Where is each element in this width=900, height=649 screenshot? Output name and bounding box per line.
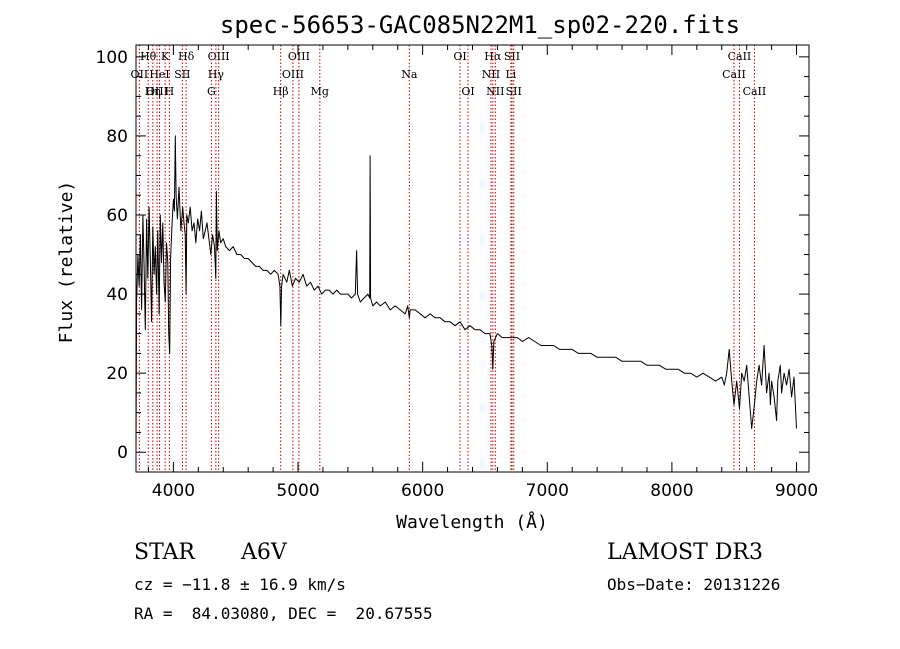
line-label: OIII (146, 85, 168, 98)
x-tick-label: 7000 (526, 481, 569, 501)
y-tick-label: 80 (106, 127, 128, 147)
spectrum-line (135, 135, 797, 453)
plot-frame (135, 44, 810, 473)
spectrum-series (135, 135, 797, 453)
y-tick-label: 20 (106, 364, 128, 384)
y-axis-label: Flux (relative) (56, 181, 77, 344)
line-label: NII (482, 68, 500, 81)
line-label: NII (486, 85, 504, 98)
line-label: OIII (288, 50, 310, 63)
line-label: HeI (149, 68, 169, 81)
x-tick-label: 4000 (152, 481, 195, 501)
line-label: Hα (484, 50, 502, 63)
x-tick-label: 5000 (276, 481, 319, 501)
x-axis-label: Wavelength (Å) (396, 511, 548, 533)
line-label: CaII (743, 85, 767, 98)
line-label: OIII (208, 50, 230, 63)
line-label: OII (131, 68, 149, 81)
y-tick-label: 60 (106, 206, 128, 226)
observation-date: Obs−Date: 20131226 (607, 575, 781, 594)
line-label: Hδ (178, 50, 195, 63)
line-label: SII (506, 85, 522, 98)
y-tick-label: 40 (106, 285, 128, 305)
survey-label: LAMOST DR3 (607, 540, 763, 565)
chart-title: spec-56653-GAC085N22M1_sp02-220.fits (220, 11, 740, 39)
y-tick-label: 100 (96, 48, 128, 68)
line-label: OI (453, 50, 466, 63)
line-label: SII (504, 50, 520, 63)
line-label: SII (174, 68, 190, 81)
line-label: Hγ (208, 68, 225, 81)
x-tick-label: 6000 (401, 481, 444, 501)
line-label: OIII (282, 68, 304, 81)
line-label: OI (461, 85, 474, 98)
line-label: Na (401, 68, 418, 81)
line-label: CaII (722, 68, 746, 81)
line-label: CaII (728, 50, 752, 63)
line-label: K (161, 50, 170, 63)
redshift-info: cz = −11.8 ± 16.9 km/s (134, 575, 346, 594)
object-subclass: A6V (241, 540, 287, 565)
coordinates: RA = 84.03080, DEC = 20.67555 (134, 604, 433, 623)
x-tick-label: 9000 (775, 481, 818, 501)
object-class: STAR (134, 540, 195, 565)
y-tick-label: 0 (117, 443, 128, 463)
y-axis: 0 20 40 60 80 100 (96, 48, 809, 463)
line-label: Hη (145, 85, 161, 98)
line-label: H (165, 85, 175, 98)
line-label: Li (505, 68, 516, 81)
line-label: Mg (311, 85, 329, 98)
line-label: Hβ (273, 85, 289, 98)
line-label: G (207, 85, 216, 98)
x-axis: 4000 5000 6000 7000 8000 9000 (147, 45, 818, 501)
x-tick-label: 8000 (650, 481, 693, 501)
